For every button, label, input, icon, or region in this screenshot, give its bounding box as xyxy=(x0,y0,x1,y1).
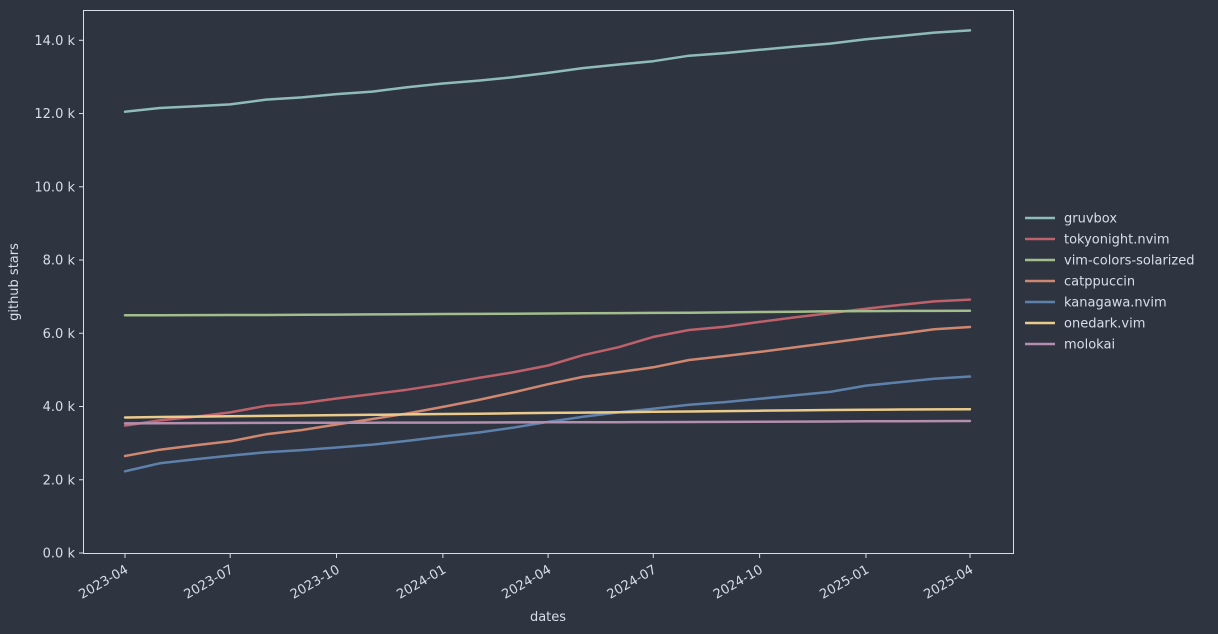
y-axis: 0.0 k 2.0 k 4.0 k 6.0 k 8.0 k 10.0 k 12.0 k 14.… xyxy=(34,34,84,562)
legend: gruvbox tokyonight.nvim vim-colors-solariz… xyxy=(1025,212,1194,353)
x-tick-label: 2024-01 xyxy=(394,562,449,602)
series-line-vim-colors-solarized xyxy=(123,309,972,317)
y-tick-label: 2.0 k xyxy=(43,473,76,488)
x-tick-label: 2024-04 xyxy=(500,562,555,602)
legend-label: tokyonight.nvim xyxy=(1064,233,1170,248)
y-tick-label: 0.0 k xyxy=(43,547,76,562)
series-line-catppuccin xyxy=(123,325,972,458)
y-tick-label: 4.0 k xyxy=(43,400,76,415)
series-line-molokai xyxy=(123,419,972,425)
y-tick-label: 8.0 k xyxy=(43,254,76,269)
x-tick-label: 2023-07 xyxy=(182,562,237,602)
y-tick-label: 10.0 k xyxy=(34,180,75,195)
legend-label: gruvbox xyxy=(1064,212,1117,227)
y-tick-label: 14.0 k xyxy=(34,34,75,49)
series-line-tokyonight-nvim xyxy=(123,298,972,427)
y-tick-label: 12.0 k xyxy=(34,107,75,122)
x-tick-label: 2024-07 xyxy=(605,562,660,602)
x-axis: 2023-04 2023-07 2023-10 2024-01 2024-04 2024-… xyxy=(76,553,976,603)
x-tick-label: 2025-01 xyxy=(817,562,872,602)
series-layer xyxy=(123,29,972,473)
legend-label: onedark.vim xyxy=(1064,317,1145,332)
legend-label: vim-colors-solarized xyxy=(1064,254,1194,269)
y-tick-label: 6.0 k xyxy=(43,327,76,342)
legend-label: kanagawa.nvim xyxy=(1064,296,1167,311)
plot-frame xyxy=(83,10,1014,554)
x-tick-label: 2023-10 xyxy=(288,562,343,602)
legend-label: catppuccin xyxy=(1064,275,1135,290)
x-tick-label: 2023-04 xyxy=(76,562,131,602)
series-line-gruvbox xyxy=(123,29,972,113)
legend-label: molokai xyxy=(1064,338,1115,353)
y-axis-label: github stars xyxy=(7,243,22,321)
x-axis-label: dates xyxy=(530,610,566,625)
x-tick-label: 2025-04 xyxy=(921,562,976,602)
series-line-onedark-vim xyxy=(123,408,972,419)
x-tick-label: 2024-10 xyxy=(711,562,766,602)
